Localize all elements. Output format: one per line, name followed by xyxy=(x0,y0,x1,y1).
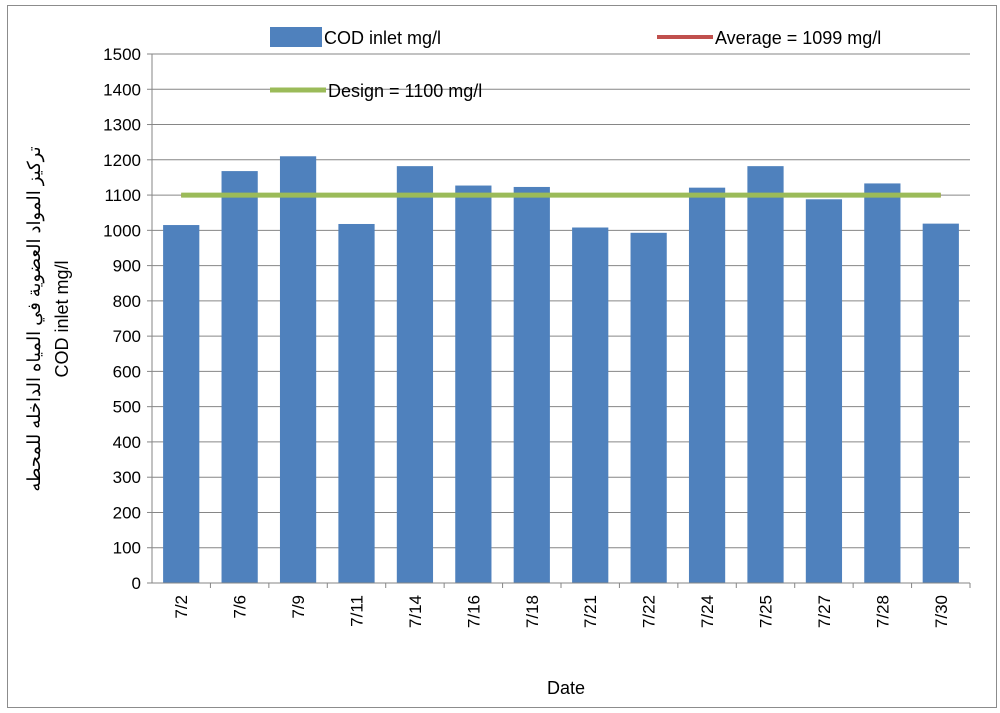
x-tick-label: 7/16 xyxy=(464,595,483,628)
x-tick-label: 7/6 xyxy=(231,595,250,619)
bar-7-2 xyxy=(163,225,200,583)
y-axis-title-arabic: تركيز المواد العضوية في المياه الداخله ل… xyxy=(24,146,45,491)
x-tick-label: 7/22 xyxy=(640,595,659,628)
bar-7-28 xyxy=(864,183,901,584)
grid-lines xyxy=(147,53,971,588)
bars xyxy=(163,156,959,584)
x-tick-label: 7/30 xyxy=(932,595,951,628)
y-tick-labels: 0 100 200 300 400 500 600 700 800 900 1000 1100 1200… xyxy=(103,45,141,593)
bar-7-21 xyxy=(572,227,609,583)
y-tick-label: 1500 xyxy=(103,45,141,64)
legend-item-cod: COD inlet mg/l xyxy=(270,27,441,48)
legend-label-cod: COD inlet mg/l xyxy=(324,28,441,48)
bar-7-9 xyxy=(279,156,317,584)
bar-7-11 xyxy=(338,223,375,583)
y-tick-label: 200 xyxy=(113,503,141,522)
x-axis-title: Date xyxy=(547,678,585,698)
y-tick-label: 1000 xyxy=(103,221,141,240)
x-tick-labels: 7/2 7/6 7/9 7/11 7/14 7/16 7/18 7/21 7/22 7/24 7/2… xyxy=(172,595,951,628)
x-tick-label: 7/25 xyxy=(757,595,776,628)
legend-label-design: Design = 1100 mg/l xyxy=(328,81,482,101)
y-tick-label: 400 xyxy=(113,433,141,452)
y-tick-label: 600 xyxy=(113,362,141,381)
bar-7-18 xyxy=(513,186,550,584)
x-tick-label: 7/14 xyxy=(406,595,425,628)
y-tick-label: 1300 xyxy=(103,116,141,135)
legend: COD inlet mg/l Average = 1099 mg/l Desig… xyxy=(270,27,881,101)
x-tick-label: 7/21 xyxy=(581,595,600,628)
y-tick-label: 100 xyxy=(113,539,141,558)
y-tick-label: 1100 xyxy=(104,186,141,205)
bar-7-22 xyxy=(630,232,667,583)
y-tick-label: 0 xyxy=(132,574,141,593)
x-tick-label: 7/18 xyxy=(523,595,542,628)
y-axis-title: COD inlet mg/l xyxy=(52,260,72,377)
x-tick-label: 7/2 xyxy=(172,595,191,619)
bar-7-14 xyxy=(396,166,434,583)
bar-7-27 xyxy=(805,199,843,584)
y-tick-label: 1200 xyxy=(103,151,141,170)
x-tick-label: 7/11 xyxy=(348,595,367,627)
y-tick-label: 900 xyxy=(113,257,141,276)
y-tick-label: 800 xyxy=(113,292,141,311)
y-tick-label: 1400 xyxy=(103,80,141,99)
bar-7-25 xyxy=(747,166,784,583)
bar-7-30 xyxy=(922,223,959,583)
x-tick-label: 7/24 xyxy=(698,595,717,628)
x-tick-label: 7/9 xyxy=(289,595,308,619)
x-tick-label: 7/27 xyxy=(815,595,834,628)
bar-7-24 xyxy=(688,187,726,584)
y-tick-label: 700 xyxy=(113,327,141,346)
legend-swatch-cod xyxy=(270,27,322,47)
y-tick-label: 300 xyxy=(113,468,141,487)
x-tick-label: 7/28 xyxy=(873,595,892,628)
y-tick-label: 500 xyxy=(113,398,141,417)
bar-7-6 xyxy=(221,171,258,583)
legend-item-average: Average = 1099 mg/l xyxy=(657,28,881,48)
legend-item-design: Design = 1100 mg/l xyxy=(270,81,482,101)
bar-7-16 xyxy=(455,185,492,583)
legend-label-average: Average = 1099 mg/l xyxy=(715,28,881,48)
